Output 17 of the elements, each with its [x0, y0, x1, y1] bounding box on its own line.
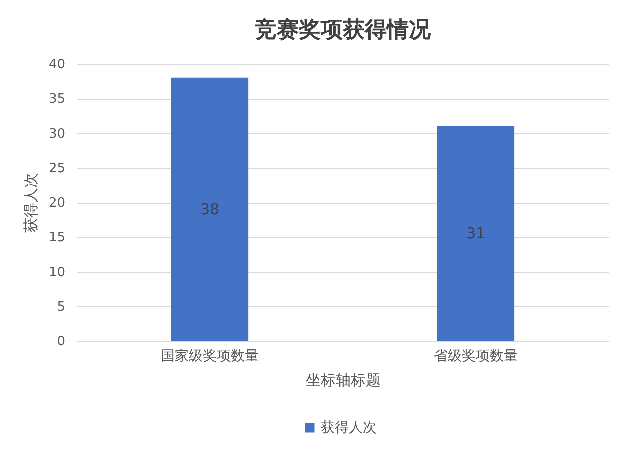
- chart-title: 竞赛奖项获得情况: [254, 17, 432, 43]
- y-tick-label: 35: [48, 92, 66, 108]
- legend-label: 获得人次: [321, 420, 377, 436]
- y-axis-title: 获得人次: [22, 173, 40, 233]
- x-tick-label: 省级奖项数量: [434, 348, 518, 364]
- y-tick-label: 20: [48, 196, 66, 211]
- y-tick-label: 5: [57, 300, 66, 315]
- y-tick-label: 15: [48, 230, 66, 246]
- y-tick-label: 10: [48, 265, 66, 280]
- data-label: 38: [200, 200, 220, 218]
- y-tick-label: 0: [57, 334, 66, 350]
- y-tick-label: 25: [48, 161, 66, 176]
- x-axis-title: 坐标轴标题: [306, 372, 381, 390]
- y-tick-label: 40: [48, 58, 66, 72]
- y-tick-label: 30: [48, 126, 66, 142]
- x-tick-label: 国家级奖项数量: [161, 348, 259, 364]
- data-label: 31: [466, 224, 486, 243]
